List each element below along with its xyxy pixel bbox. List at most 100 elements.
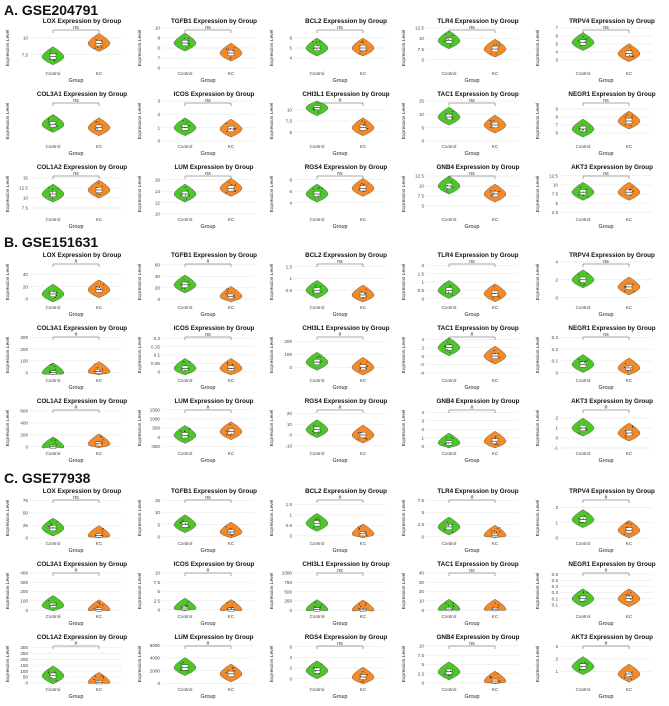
y-tick-label: 0 xyxy=(25,297,28,302)
x-axis-label: Group xyxy=(201,151,216,157)
x-axis-label: Group xyxy=(69,694,84,700)
significance-label: # xyxy=(339,495,342,501)
y-axis-label: Expression Level xyxy=(535,646,541,683)
y-tick-label: 5 xyxy=(421,57,424,62)
data-point xyxy=(180,522,182,524)
x-tick-label: KC xyxy=(492,305,499,310)
x-axis-label: Group xyxy=(333,621,348,627)
data-point xyxy=(49,372,51,374)
data-point xyxy=(364,604,366,606)
significance-label: ns xyxy=(337,171,343,177)
data-point xyxy=(451,111,454,113)
violin-panel-c-lum: LUM Expression by Group 0 2000 4000 6000 Expr… xyxy=(137,634,254,700)
panel-title: AKT3 Expression by Group xyxy=(571,634,653,641)
data-point xyxy=(313,425,315,427)
data-point xyxy=(47,121,49,123)
significance-bar xyxy=(52,645,100,649)
data-point xyxy=(498,190,500,192)
panel-title: TLR4 Expression by Group xyxy=(437,18,518,25)
y-tick-label: 0.6 xyxy=(552,572,559,577)
data-point xyxy=(49,58,51,60)
y-tick-label: 2 xyxy=(555,505,558,510)
y-tick-label: 0 xyxy=(421,354,424,359)
y-tick-label: 6 xyxy=(555,34,558,39)
y-tick-label: -500 xyxy=(151,444,161,449)
x-axis-label: Group xyxy=(599,224,614,230)
data-point xyxy=(317,111,319,113)
data-point xyxy=(583,284,585,286)
data-point xyxy=(312,430,314,433)
y-tick-label: 6 xyxy=(289,189,292,194)
data-point xyxy=(363,680,365,682)
data-point xyxy=(585,188,587,191)
data-point xyxy=(452,294,454,296)
violin-panel-a-lox: LOX Expression by Group 7.5 10 Expression L… xyxy=(5,18,122,84)
x-axis-label: Group xyxy=(201,385,216,391)
x-axis-label: Group xyxy=(599,78,614,84)
significance-bar xyxy=(52,499,100,503)
data-point xyxy=(314,607,316,609)
panel-title: NEGR1 Expression by Group xyxy=(568,91,655,98)
data-point xyxy=(93,678,95,681)
data-point xyxy=(95,128,97,130)
significance-label: ns xyxy=(603,98,609,104)
data-point xyxy=(317,195,319,197)
data-point xyxy=(101,125,103,127)
data-point xyxy=(629,46,631,48)
violin-kc xyxy=(87,433,111,449)
x-tick-label: KC xyxy=(228,687,235,692)
data-point xyxy=(47,525,49,527)
y-tick-label: 0 xyxy=(25,370,28,375)
data-point xyxy=(97,182,99,184)
x-tick-label: KC xyxy=(492,687,499,692)
panel-title: NEGR1 Expression by Group xyxy=(568,561,655,568)
violin-kc xyxy=(483,525,507,539)
significance-bar xyxy=(448,263,496,267)
data-point xyxy=(632,283,634,285)
data-point xyxy=(187,281,189,283)
data-point xyxy=(365,49,367,51)
data-point xyxy=(495,53,497,55)
data-point xyxy=(448,604,450,607)
significance-bar xyxy=(316,499,364,503)
data-point xyxy=(497,606,499,608)
y-tick-label: 4 xyxy=(421,337,424,342)
y-tick-label: 0 xyxy=(157,297,160,302)
significance-bar xyxy=(582,336,630,340)
panel-title: COL3A1 Expression by Group xyxy=(37,91,127,98)
data-point xyxy=(364,531,366,534)
violin-panel-b-akt3: AKT3 Expression by Group -1 0 1 2 Expression … xyxy=(535,398,653,464)
y-axis-label: Expression Level xyxy=(137,264,143,301)
x-tick-label: KC xyxy=(626,217,633,222)
data-point xyxy=(49,53,51,55)
x-tick-label: Control xyxy=(46,687,61,692)
data-point xyxy=(225,288,228,290)
data-point xyxy=(186,606,188,608)
y-tick-label: 2.5 xyxy=(154,598,161,603)
data-point xyxy=(364,123,366,125)
x-tick-label: Control xyxy=(310,451,325,456)
data-point xyxy=(364,124,366,126)
data-point xyxy=(493,530,496,532)
x-axis-label: Group xyxy=(333,151,348,157)
x-axis-label: Group xyxy=(465,621,480,627)
panel-title: COL3A1 Expression by Group xyxy=(37,561,127,568)
x-tick-label: Control xyxy=(576,71,591,76)
data-point xyxy=(446,670,448,672)
significance-label: ns xyxy=(603,332,609,338)
data-point xyxy=(51,191,53,193)
data-point xyxy=(358,188,360,190)
panel-title: AKT3 Expression by Group xyxy=(571,398,653,405)
x-axis-label: Group xyxy=(333,694,348,700)
y-axis-label: Expression Level xyxy=(137,30,143,67)
significance-bar xyxy=(316,29,364,33)
y-tick-label: 400 xyxy=(20,421,28,426)
y-axis-label: Expression Level xyxy=(269,176,275,213)
y-tick-label: 25 xyxy=(23,523,29,528)
y-tick-label: 14 xyxy=(155,189,161,194)
panel-title: COL3A1 Expression by Group xyxy=(37,325,127,332)
data-point xyxy=(100,45,102,47)
y-axis-label: Expression Level xyxy=(535,176,541,213)
data-point xyxy=(318,521,320,523)
significance-bar xyxy=(448,29,496,33)
